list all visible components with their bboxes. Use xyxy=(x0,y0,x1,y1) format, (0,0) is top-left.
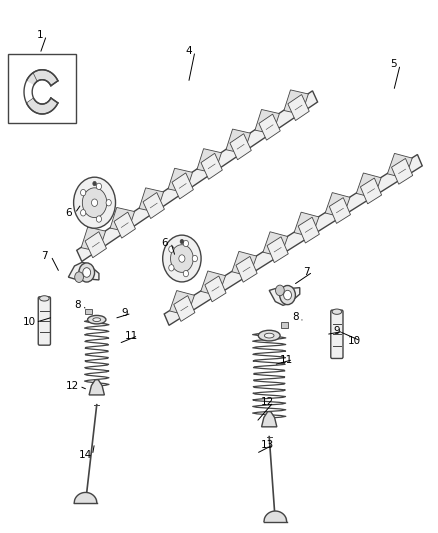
Polygon shape xyxy=(232,252,257,274)
Circle shape xyxy=(179,255,185,262)
Polygon shape xyxy=(174,296,195,321)
Text: 10: 10 xyxy=(348,336,361,346)
Polygon shape xyxy=(329,198,350,223)
Circle shape xyxy=(74,177,116,228)
Polygon shape xyxy=(360,178,381,204)
Polygon shape xyxy=(197,149,222,171)
Polygon shape xyxy=(284,90,308,112)
Text: 11: 11 xyxy=(125,330,138,341)
Circle shape xyxy=(75,272,83,282)
Polygon shape xyxy=(269,288,300,305)
Text: 5: 5 xyxy=(390,60,397,69)
Polygon shape xyxy=(267,237,288,263)
Polygon shape xyxy=(205,276,226,302)
Polygon shape xyxy=(81,227,106,249)
Circle shape xyxy=(92,199,98,206)
Polygon shape xyxy=(201,154,223,179)
Circle shape xyxy=(169,246,174,253)
Bar xyxy=(281,322,288,328)
Text: 12: 12 xyxy=(261,397,274,407)
Polygon shape xyxy=(68,262,99,280)
Circle shape xyxy=(93,181,96,185)
Polygon shape xyxy=(388,154,412,176)
Text: 9: 9 xyxy=(122,308,128,318)
Polygon shape xyxy=(114,212,135,238)
Circle shape xyxy=(280,286,295,305)
Circle shape xyxy=(183,270,188,277)
Polygon shape xyxy=(172,173,193,199)
Circle shape xyxy=(276,285,284,296)
Circle shape xyxy=(79,263,95,282)
Circle shape xyxy=(170,245,193,272)
Polygon shape xyxy=(356,173,381,195)
Polygon shape xyxy=(226,129,251,151)
Text: 9: 9 xyxy=(334,326,340,336)
Polygon shape xyxy=(259,114,280,140)
Text: 1: 1 xyxy=(37,30,43,41)
Text: 7: 7 xyxy=(303,267,310,277)
Polygon shape xyxy=(392,158,413,184)
Polygon shape xyxy=(85,232,106,258)
Polygon shape xyxy=(201,271,226,293)
Circle shape xyxy=(180,239,184,244)
FancyBboxPatch shape xyxy=(331,310,343,359)
Circle shape xyxy=(81,189,86,196)
Polygon shape xyxy=(298,217,319,243)
Polygon shape xyxy=(325,192,350,215)
Polygon shape xyxy=(139,188,163,210)
Polygon shape xyxy=(261,411,277,427)
Polygon shape xyxy=(143,192,164,219)
Circle shape xyxy=(284,290,291,300)
Circle shape xyxy=(96,216,102,222)
Ellipse shape xyxy=(93,318,101,321)
Text: 8: 8 xyxy=(292,312,299,322)
Text: 14: 14 xyxy=(79,450,92,460)
Text: 8: 8 xyxy=(74,300,81,310)
Ellipse shape xyxy=(88,316,106,324)
Bar xyxy=(85,309,92,314)
Polygon shape xyxy=(168,168,192,191)
Bar xyxy=(8,54,76,123)
Circle shape xyxy=(83,268,91,277)
Circle shape xyxy=(96,183,102,190)
Circle shape xyxy=(183,240,188,247)
Polygon shape xyxy=(164,155,422,325)
Ellipse shape xyxy=(39,296,49,301)
Circle shape xyxy=(82,188,107,217)
Text: 11: 11 xyxy=(280,354,293,365)
Polygon shape xyxy=(294,212,319,235)
Text: 10: 10 xyxy=(22,317,35,327)
Text: 4: 4 xyxy=(185,46,192,56)
Polygon shape xyxy=(77,91,318,262)
Ellipse shape xyxy=(332,309,342,314)
Text: 6: 6 xyxy=(161,238,168,247)
Polygon shape xyxy=(170,290,194,313)
Text: 6: 6 xyxy=(65,208,72,219)
Polygon shape xyxy=(263,232,288,254)
Polygon shape xyxy=(255,109,279,132)
Ellipse shape xyxy=(258,330,280,341)
Polygon shape xyxy=(230,134,251,160)
Text: 7: 7 xyxy=(41,251,48,261)
Polygon shape xyxy=(236,256,257,282)
Polygon shape xyxy=(288,94,309,120)
Circle shape xyxy=(169,264,174,271)
FancyBboxPatch shape xyxy=(38,297,50,345)
Circle shape xyxy=(106,199,111,206)
Circle shape xyxy=(192,255,198,262)
Polygon shape xyxy=(110,207,134,230)
Circle shape xyxy=(162,235,201,282)
Polygon shape xyxy=(24,70,58,114)
Text: 13: 13 xyxy=(261,440,274,450)
Ellipse shape xyxy=(265,333,274,338)
Polygon shape xyxy=(22,78,39,105)
Polygon shape xyxy=(89,379,104,395)
Text: 12: 12 xyxy=(66,381,79,391)
Circle shape xyxy=(81,209,86,216)
